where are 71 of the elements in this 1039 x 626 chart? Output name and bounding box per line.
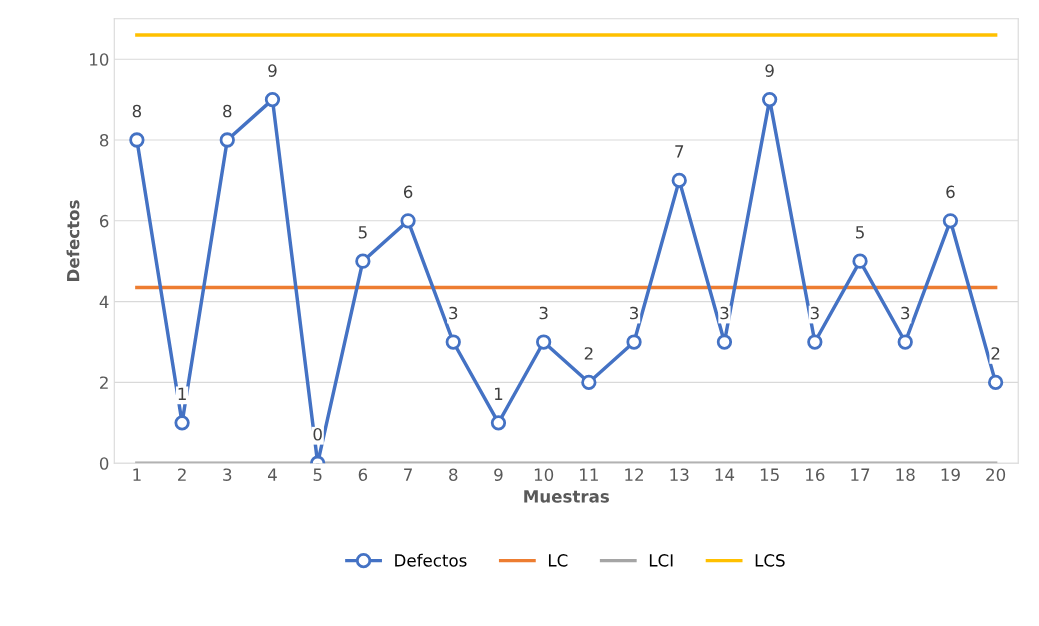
data-label: 6 [403, 185, 413, 199]
point [987, 374, 1004, 391]
data-label: 3 [901, 306, 910, 320]
data-label: 3 [539, 306, 548, 320]
x-tick-label: 16 [806, 468, 825, 481]
legend-label: LCI [649, 554, 673, 567]
x-tick-label: 4 [267, 468, 277, 481]
data-label: 8 [223, 104, 232, 118]
point [445, 334, 461, 350]
data-label: 3 [449, 306, 458, 320]
data-label: 5 [856, 226, 864, 239]
point [536, 334, 552, 350]
x-tick-label: 2 [178, 468, 186, 481]
x-tick-label: 20 [986, 468, 1006, 481]
point [581, 374, 597, 391]
data-label: 1 [494, 387, 503, 400]
point [264, 91, 281, 108]
x-tick-label: 9 [494, 468, 503, 481]
data-label: 9 [765, 64, 774, 77]
point [129, 132, 145, 148]
data-label: 8 [132, 104, 142, 118]
point [671, 172, 687, 189]
y-tick-label: 2 [100, 376, 108, 389]
x-tick-label: 12 [625, 468, 643, 481]
point [400, 213, 416, 229]
point [355, 253, 371, 269]
x-tick-label: 17 [851, 468, 870, 481]
x-tick-label: 5 [313, 468, 322, 481]
x-axis-title: Muestras [524, 490, 609, 503]
point [897, 334, 913, 350]
x-tick-label: 15 [760, 468, 779, 481]
x-tick-label: 11 [580, 468, 598, 481]
data-label: 2 [584, 347, 593, 360]
data-label: 3 [720, 306, 729, 320]
x-tick-label: 1 [133, 468, 141, 481]
x-tick-label: 14 [715, 468, 735, 481]
y-tick-label: 10 [90, 53, 109, 66]
y-tick-label: 8 [99, 133, 109, 147]
x-tick-label: 10 [534, 468, 554, 481]
data-label: 6 [946, 185, 955, 199]
point [219, 132, 235, 148]
x-tick-label: 8 [449, 468, 458, 481]
x-tick-label: 7 [404, 468, 412, 481]
y-tick-label: 4 [99, 295, 109, 308]
legend-label: LCS [755, 554, 785, 567]
data-label: 3 [810, 306, 819, 320]
legend-label: LC [548, 554, 568, 567]
point [942, 213, 959, 229]
point [852, 253, 868, 269]
point [490, 415, 507, 431]
data-label: 3 [630, 306, 639, 320]
x-tick-label: 6 [358, 468, 368, 481]
data-label: 5 [358, 226, 367, 239]
point [762, 91, 778, 108]
x-tick-label: 19 [941, 468, 960, 481]
point [716, 334, 733, 350]
x-tick-label: 18 [896, 468, 915, 481]
point [807, 334, 823, 350]
data-label: 1 [178, 387, 186, 400]
y-tick-label: 0 [99, 457, 109, 470]
point [174, 415, 190, 431]
x-tick-label: 13 [670, 468, 689, 481]
data-label: 7 [675, 145, 684, 158]
y-axis-title: Defectos [66, 200, 80, 281]
legend-label: Defectos [395, 553, 467, 567]
data-label: 0 [313, 427, 322, 441]
data-label: 9 [268, 64, 277, 77]
x-tick-label: 3 [223, 468, 232, 481]
y-tick-label: 6 [99, 214, 109, 228]
point [626, 334, 642, 350]
data-label: 2 [991, 347, 1000, 360]
